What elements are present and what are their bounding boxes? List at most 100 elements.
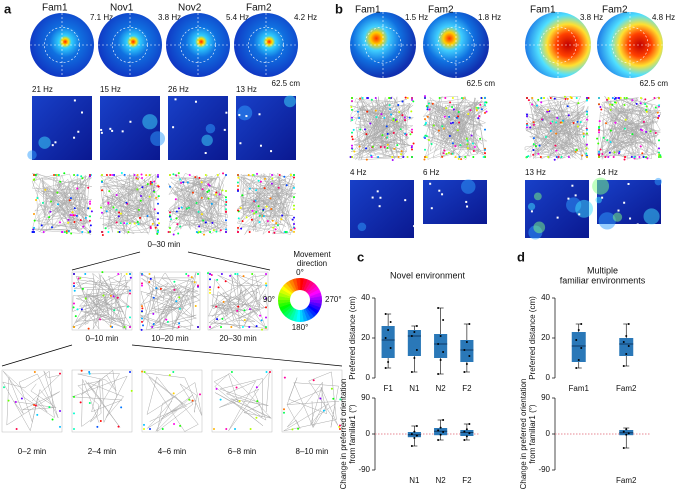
spike-dot — [241, 326, 244, 328]
spike-dot — [109, 325, 112, 328]
spike-dot — [209, 288, 211, 291]
spike-dot — [237, 231, 239, 233]
spike-dot — [263, 187, 266, 190]
spike-dot — [460, 97, 463, 99]
spike-dot — [549, 122, 552, 125]
spike-dot — [630, 155, 633, 158]
spike-dot — [271, 219, 274, 222]
spike-dot — [3, 386, 5, 389]
spike-dot — [623, 97, 626, 99]
spike-dot — [225, 210, 227, 213]
spike-dot — [207, 272, 210, 275]
spike-dot — [61, 231, 64, 233]
spike-dot — [129, 316, 131, 319]
spike-dot — [222, 300, 225, 303]
spike-dot — [278, 174, 281, 176]
empty-bin — [238, 113, 241, 116]
scale-label: 62.5 cm — [467, 79, 496, 88]
spike-dot — [293, 230, 295, 233]
spike-dot — [127, 231, 130, 233]
spike-dot — [283, 411, 285, 414]
spike-dot — [126, 222, 129, 225]
spike-dot — [586, 143, 588, 146]
spike-dot — [386, 132, 389, 135]
trajectory — [139, 272, 201, 331]
y-tick-label: 90 — [361, 393, 370, 402]
data-point — [439, 335, 442, 337]
spike-dot — [236, 273, 239, 275]
spike-dot — [140, 194, 143, 197]
rate-spot — [461, 179, 476, 194]
data-point — [468, 432, 471, 435]
spike-dot — [598, 125, 600, 128]
spike-dot — [241, 220, 244, 223]
spike-dot — [88, 372, 91, 375]
empty-bin — [441, 193, 444, 196]
spike-dot — [472, 156, 475, 158]
spike-dot — [255, 386, 258, 389]
spike-dot — [224, 280, 227, 283]
spike-dot — [257, 205, 260, 208]
spike-dot — [90, 210, 93, 213]
wheel-label: 270° — [325, 295, 342, 304]
spike-dot — [365, 147, 368, 150]
spike-dot — [175, 300, 178, 303]
spike-dot — [215, 191, 218, 194]
spike-dot — [129, 289, 131, 292]
spike-dot — [167, 231, 170, 233]
empty-bin — [129, 120, 132, 123]
spike-dot — [526, 113, 528, 116]
rate-spot — [598, 212, 616, 230]
spike-dot — [454, 156, 457, 158]
spike-dot — [319, 397, 322, 400]
spike-dot — [117, 425, 120, 428]
data-point — [575, 339, 578, 341]
spike-dot — [598, 97, 600, 99]
spike-dot — [136, 174, 139, 176]
spike-dot — [40, 224, 43, 227]
empty-bin — [371, 196, 374, 199]
spike-dot — [148, 273, 151, 275]
spike-dot — [173, 280, 176, 283]
spike-dot — [586, 110, 588, 113]
rate-label: 4 Hz — [350, 168, 366, 177]
spike-dot — [63, 172, 66, 175]
spike-dot — [293, 204, 295, 207]
spike-dot — [297, 427, 300, 430]
spike-dot — [391, 158, 394, 161]
spike-dot — [239, 206, 242, 209]
spike-dot — [141, 186, 144, 189]
spike-dot — [658, 147, 660, 150]
empty-bin — [109, 127, 112, 130]
spike-dot — [484, 128, 486, 131]
empty-bin — [258, 113, 261, 116]
spike-dot — [149, 277, 152, 280]
spike-dot — [374, 109, 377, 112]
rate-spot — [27, 150, 37, 160]
spike-dot — [540, 101, 543, 104]
spike-dot — [154, 226, 157, 229]
rate-spot — [201, 134, 213, 147]
empty-bin — [571, 184, 574, 187]
spike-dot — [442, 152, 445, 155]
spike-dot — [475, 109, 478, 112]
spike-dot — [200, 196, 203, 199]
spike-dot — [73, 174, 76, 176]
spike-dot — [89, 215, 91, 218]
spike-dot — [658, 104, 660, 107]
spike-dot — [392, 117, 395, 120]
spike-dot — [237, 174, 239, 176]
spike-dot — [293, 186, 295, 189]
spike-dot — [101, 189, 103, 192]
rate-spot — [533, 192, 542, 201]
spike-dot — [155, 287, 158, 290]
spike-dot — [89, 224, 92, 227]
spike-dot — [234, 428, 237, 430]
spike-dot — [469, 109, 472, 112]
spike-dot — [466, 143, 469, 146]
spike-dot — [265, 284, 268, 287]
rate-spot — [237, 105, 253, 121]
wheel-title: Movement — [293, 250, 331, 259]
spike-dot — [410, 110, 413, 113]
spike-dot — [526, 124, 528, 127]
